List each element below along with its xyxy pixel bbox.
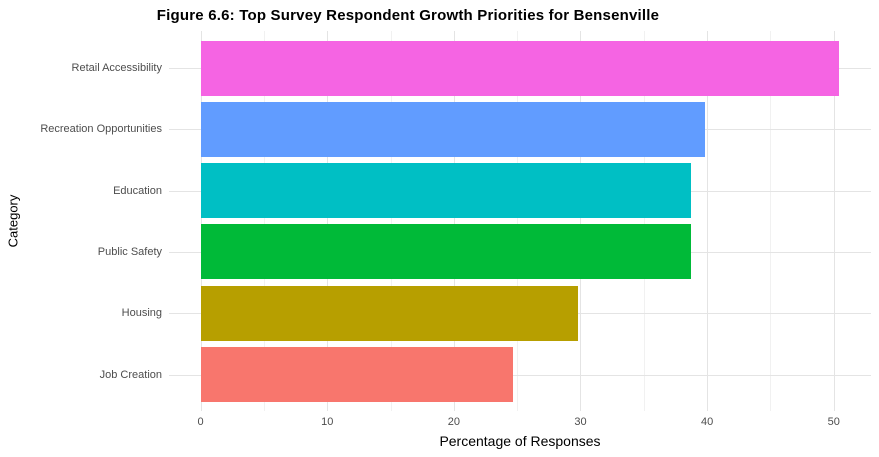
gridline-major [833,31,835,411]
gridline-minor [770,31,772,411]
bar-education [200,163,691,219]
gridline-minor [263,31,265,411]
y-tick-label: Recreation Opportunities [40,123,162,136]
gridline-major [580,31,582,411]
x-tick-label: 10 [321,416,334,428]
gridline-minor [643,31,645,411]
y-tick-label: Job Creation [99,368,162,381]
x-tick-label: 40 [700,416,714,428]
gridline-minor [390,31,392,411]
gridline-major [453,31,455,411]
bar-retail-accessibility [200,40,839,96]
x-tick-label: 30 [574,416,587,428]
gridline-minor [517,31,519,411]
bar-housing [200,285,578,341]
chart-title: Figure 6.6: Top Survey Respondent Growth… [156,7,660,24]
gridline-major [327,31,329,411]
x-tick-label: 20 [447,416,460,428]
x-tick-label: 0 [197,416,204,428]
bar-recreation-opportunities [200,101,705,157]
plot-panel [169,31,871,411]
y-tick-label: Retail Accessibility [71,62,162,74]
bar-public-safety [200,224,691,280]
x-tick-label: 50 [827,416,840,428]
y-tick-label: Education [113,184,162,197]
bar-job-creation [200,347,514,403]
y-axis-title: Category [5,194,21,248]
y-tick-label: Public Safety [97,245,162,258]
gridline-major [200,31,202,411]
y-tick-label: Housing [121,307,162,320]
gridline-category [169,374,871,376]
gridline-major [707,31,709,411]
x-axis-title: Percentage of Responses [439,433,601,449]
